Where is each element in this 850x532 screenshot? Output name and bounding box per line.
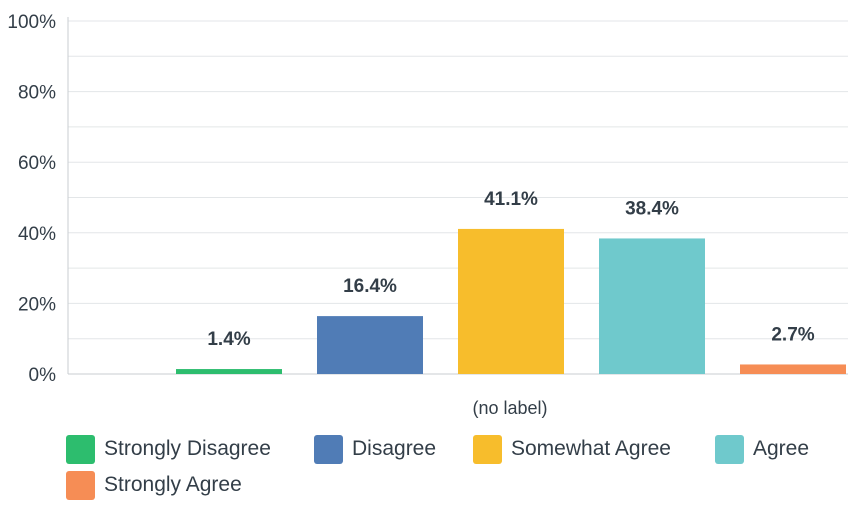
legend-label: Strongly Disagree — [104, 437, 271, 460]
legend-row: Strongly Disagree Disagree Somewhat Agree A… — [66, 431, 846, 467]
data-label: 38.4% — [625, 198, 679, 219]
legend-swatch — [473, 434, 502, 464]
legend-swatch — [314, 434, 343, 464]
bar-agree[interactable] — [599, 238, 705, 374]
legend-item-agree[interactable]: Agree — [715, 434, 845, 464]
legend-swatch — [66, 470, 95, 500]
gridlines — [68, 20, 848, 340]
legend-item-strongly-agree[interactable]: Strongly Agree — [66, 470, 366, 500]
y-tick-label: 20% — [18, 294, 56, 315]
bar-disagree[interactable] — [317, 316, 423, 374]
bar-somewhat-agree[interactable] — [458, 228, 564, 374]
data-label: 1.4% — [207, 329, 250, 350]
x-axis-label: (no label) — [472, 398, 547, 418]
bars — [176, 228, 846, 374]
legend-label: Disagree — [352, 437, 437, 460]
y-tick-label: 0% — [29, 365, 57, 386]
legend: Strongly Disagree Disagree Somewhat Agree A… — [66, 431, 846, 503]
bar-strongly-disagree[interactable] — [176, 369, 282, 374]
y-tick-label: 100% — [7, 12, 56, 33]
legend-item-somewhat-agree[interactable]: Somewhat Agree — [473, 434, 715, 464]
data-label: 41.1% — [484, 189, 538, 210]
legend-label: Somewhat Agree — [511, 437, 671, 460]
legend-item-strongly-disagree[interactable]: Strongly Disagree — [66, 434, 314, 464]
data-labels: 1.4% 16.4% 41.1% 38.4% 2.7% — [207, 189, 814, 350]
legend-row: Strongly Agree — [66, 467, 846, 503]
legend-swatch — [66, 434, 95, 464]
bar-strongly-agree[interactable] — [740, 364, 846, 374]
data-label: 16.4% — [343, 276, 397, 297]
y-tick-label: 60% — [18, 153, 56, 174]
y-axis-ticks: 0% 20% 40% 60% 80% 100% — [7, 12, 56, 386]
bar-chart: 0% 20% 40% 60% 80% 100% 1.4% 16.4% 41.1% 38.4% 2.… — [7, 12, 848, 418]
y-tick-label: 40% — [18, 224, 56, 245]
y-tick-label: 80% — [18, 83, 56, 104]
legend-label: Agree — [753, 437, 810, 460]
legend-item-disagree[interactable]: Disagree — [314, 434, 473, 464]
legend-swatch — [715, 434, 744, 464]
data-label: 2.7% — [771, 324, 814, 345]
legend-label: Strongly Agree — [104, 473, 242, 496]
